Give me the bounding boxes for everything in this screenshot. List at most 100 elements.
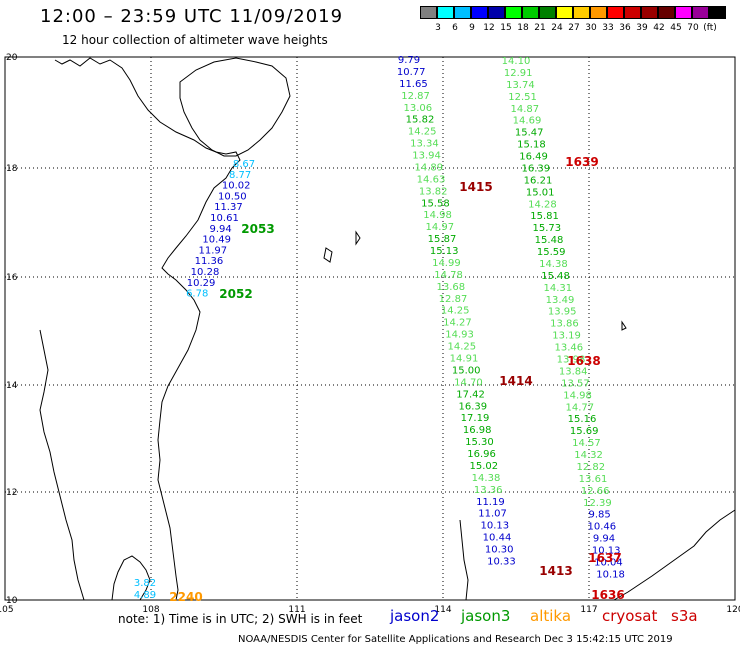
scale-swatch (709, 6, 726, 19)
swh-value: 10.18 (596, 569, 625, 580)
swh-value: 12.87 (439, 294, 468, 305)
scale-swatch (607, 6, 624, 19)
map-subtitle: 12 hour collection of altimeter wave hei… (62, 33, 328, 47)
coastline-segment (613, 509, 736, 601)
swh-value: 10.28 (191, 267, 220, 278)
pass-number: 2053 (241, 222, 274, 236)
swh-value: 9.85 (588, 510, 610, 521)
swh-value: 12.66 (581, 486, 610, 497)
x-tick-label: 108 (142, 605, 159, 615)
swh-value: 15.01 (526, 187, 555, 198)
swh-value: 16.49 (519, 152, 548, 163)
swh-value: 14.99 (432, 258, 461, 269)
pass-number: 1636 (591, 588, 624, 602)
scale-swatch (437, 6, 454, 19)
coastline-segment (621, 320, 627, 331)
scale-label: 39 (636, 23, 648, 33)
scale-swatch (522, 6, 539, 19)
swh-value: 15.02 (469, 461, 498, 472)
pass-number: 1638 (567, 354, 600, 368)
scale-label: 24 (551, 23, 563, 33)
swh-value: 14.31 (543, 283, 572, 294)
x-tick-label: 114 (434, 605, 451, 615)
scale-swatch (539, 6, 556, 19)
scale-swatch (505, 6, 522, 19)
map-title: 12:00 – 23:59 UTC 11/09/2019 (40, 6, 344, 27)
x-tick-label: 120 (726, 605, 740, 615)
swh-value: 12.87 (401, 91, 430, 102)
swh-value: 17.42 (456, 389, 485, 400)
swh-value: 14.25 (441, 306, 470, 317)
swh-value: 14.70 (454, 377, 483, 388)
swh-value: 13.36 (474, 485, 503, 496)
swh-value: 10.49 (202, 235, 231, 246)
scale-label: 9 (469, 23, 475, 33)
swh-value: 15.59 (537, 247, 566, 258)
swh-value: 14.69 (513, 116, 542, 127)
swh-value: 14.98 (563, 390, 592, 401)
swh-value: 11.37 (214, 202, 243, 213)
scale-swatch (675, 6, 692, 19)
swh-value: 14.25 (408, 127, 437, 138)
swh-value: 13.98 (557, 355, 586, 366)
swh-value: 10.50 (218, 191, 247, 202)
scale-label: 27 (568, 23, 580, 33)
swh-value: 11.97 (198, 245, 227, 256)
swh-value: 15.47 (515, 128, 544, 139)
y-tick-label: 12 (6, 488, 17, 498)
swh-value: 10.04 (594, 557, 623, 568)
swh-value: 13.95 (548, 307, 577, 318)
swh-value: 16.39 (458, 401, 487, 412)
swh-value: 6.78 (186, 289, 208, 300)
swh-value: 10.44 (483, 533, 512, 544)
footnote: note: 1) Time is in UTC; 2) SWH is in fe… (118, 612, 363, 626)
swh-value: 4.89 (134, 590, 156, 601)
y-tick-label: 16 (6, 273, 18, 283)
scale-swatch (420, 6, 437, 19)
scale-label: 33 (602, 23, 614, 33)
swh-value: 16.39 (521, 163, 550, 174)
swh-value: 9.94 (593, 534, 615, 545)
swh-value: 13.49 (546, 295, 575, 306)
scale-swatch (454, 6, 471, 19)
coastline-segment (179, 57, 291, 157)
coastline (39, 57, 736, 601)
legend-jason3: jason3 (461, 607, 511, 625)
scale-swatch (624, 6, 641, 19)
swh-value: 16.21 (524, 175, 553, 186)
scale-swatch (641, 6, 658, 19)
scale-swatch (658, 6, 675, 19)
swh-value: 10.29 (187, 278, 216, 289)
swh-value: 14.78 (434, 270, 463, 281)
swh-value: 17.19 (461, 413, 490, 424)
swh-value: 13.94 (412, 151, 441, 162)
coastline-segment (459, 519, 469, 601)
map-border (4, 56, 736, 601)
swh-value: 14.87 (510, 104, 539, 115)
swh-value: 12.82 (576, 462, 605, 473)
swh-value: 15.82 (406, 115, 435, 126)
y-tick-label: 14 (6, 381, 18, 391)
swh-value: 14.93 (445, 330, 474, 341)
track-labels: 8.678.7710.0210.5011.3710.619.9410.4911.… (134, 55, 625, 604)
swh-value: 10.61 (210, 213, 239, 224)
y-tick-label: 18 (6, 164, 18, 174)
coastline-segment (111, 555, 151, 601)
swh-value: 12.91 (504, 68, 533, 79)
scale-label: 42 (653, 23, 665, 33)
swh-value: 10.02 (222, 181, 251, 192)
swh-value: 11.07 (478, 509, 507, 520)
swh-value: 14.38 (472, 473, 501, 484)
swh-value: 13.68 (436, 282, 465, 293)
y-tick-label: 10 (6, 596, 18, 606)
swh-value: 14.97 (425, 222, 454, 233)
y-tick-label: 20 (6, 53, 18, 63)
legend-altika: altika (530, 607, 572, 625)
coastline-segment (39, 329, 85, 601)
scale-swatch (573, 6, 590, 19)
scale-label: 15 (500, 23, 512, 33)
scale-swatch (692, 6, 709, 19)
scale-swatch (471, 6, 488, 19)
scale-label: 12 (483, 23, 495, 33)
swh-value: 14.57 (572, 438, 601, 449)
